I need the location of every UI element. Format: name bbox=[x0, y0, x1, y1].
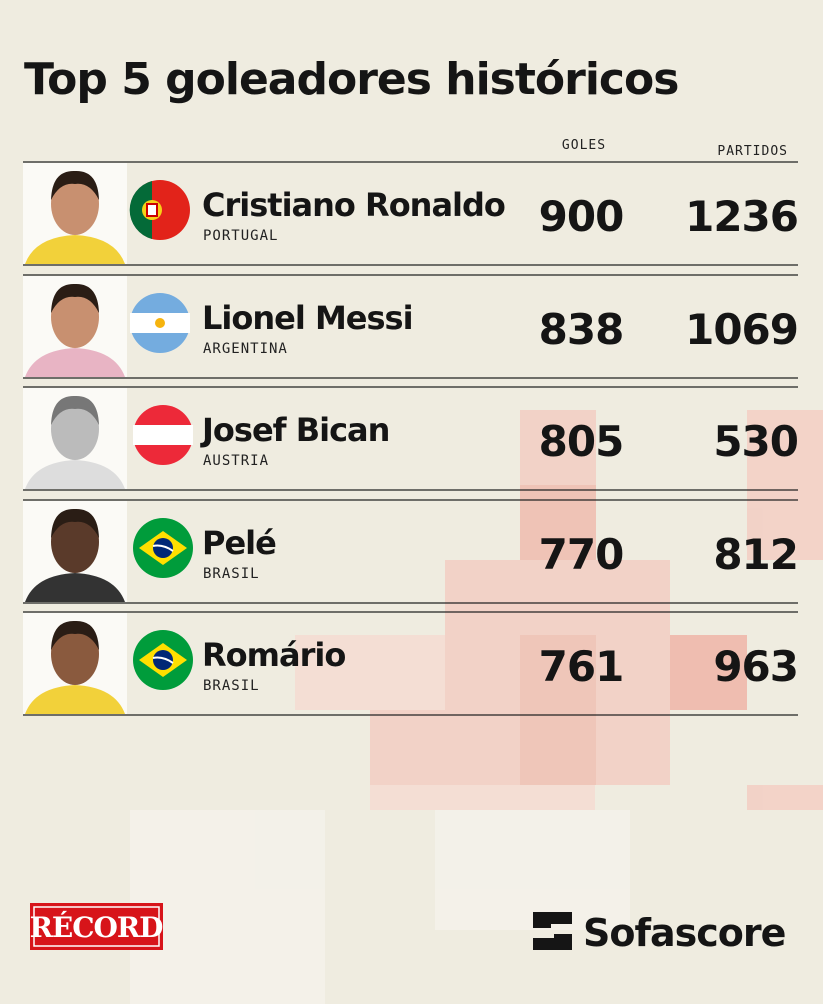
photo bbox=[51, 398, 99, 460]
flag bbox=[133, 630, 193, 690]
table-row: Lionel Messi ARGENTINA 838 1069 bbox=[23, 274, 799, 379]
table-row: Josef Bican AUSTRIA 805 530 bbox=[23, 386, 799, 491]
country: ARGENTINA bbox=[203, 341, 288, 357]
flag bbox=[153, 538, 173, 558]
photo bbox=[51, 283, 99, 313]
player-name: Pelé bbox=[202, 524, 276, 562]
photo bbox=[51, 508, 99, 538]
photo bbox=[51, 286, 99, 348]
table: Cristiano Ronaldo PORTUGAL 900 1236 Lionel M… bbox=[23, 161, 799, 716]
decor bbox=[130, 410, 823, 1004]
matches: 812 bbox=[713, 530, 798, 579]
country: BRASIL bbox=[203, 678, 260, 694]
country: AUSTRIA bbox=[203, 453, 269, 469]
flag bbox=[152, 544, 174, 552]
flag bbox=[152, 656, 174, 664]
player-name: Lionel Messi bbox=[202, 299, 413, 337]
footer-right: Sofascore bbox=[583, 911, 785, 955]
matches: 530 bbox=[713, 417, 798, 466]
column-header: PARTIDOS bbox=[717, 144, 788, 159]
goals: 770 bbox=[539, 530, 624, 579]
photo bbox=[51, 170, 99, 200]
matches: 1236 bbox=[685, 192, 798, 241]
title: Top 5 goleadores históricos bbox=[24, 54, 678, 105]
photo bbox=[51, 623, 99, 685]
record-logo: RÉCORD bbox=[30, 903, 164, 950]
player-name: Cristiano Ronaldo bbox=[202, 186, 505, 224]
photo bbox=[51, 173, 99, 235]
photo bbox=[51, 620, 99, 650]
flag bbox=[155, 318, 165, 328]
matches: 963 bbox=[713, 642, 798, 691]
goals: 900 bbox=[539, 192, 624, 241]
flag bbox=[133, 518, 193, 578]
matches: 1069 bbox=[685, 305, 798, 354]
flag bbox=[133, 425, 193, 445]
flag bbox=[146, 203, 158, 217]
goals: 838 bbox=[539, 305, 624, 354]
photo bbox=[51, 511, 99, 573]
photo bbox=[25, 235, 125, 264]
photo bbox=[51, 395, 99, 425]
player-name: Romário bbox=[202, 636, 345, 674]
flag bbox=[130, 293, 190, 353]
footer-left: RÉCORD bbox=[30, 911, 164, 944]
photo bbox=[25, 348, 125, 377]
goals: 761 bbox=[539, 642, 624, 691]
country: BRASIL bbox=[203, 566, 260, 582]
photo bbox=[25, 685, 125, 714]
flag bbox=[153, 650, 173, 670]
goals: 805 bbox=[539, 417, 624, 466]
player-name: Josef Bican bbox=[200, 411, 389, 449]
flag bbox=[129, 180, 190, 240]
flag bbox=[133, 405, 193, 465]
photo bbox=[25, 460, 125, 489]
column-header: GOLES bbox=[562, 138, 606, 153]
flag bbox=[129, 181, 152, 239]
table-row: Cristiano Ronaldo PORTUGAL 900 1236 bbox=[23, 161, 799, 266]
photo bbox=[25, 573, 125, 602]
table-row: Romário BRASIL 761 963 bbox=[23, 611, 799, 716]
country: PORTUGAL bbox=[203, 228, 278, 244]
table-row: Pelé BRASIL 770 812 bbox=[23, 499, 799, 604]
sofascore-logo: Sofascore bbox=[533, 911, 786, 955]
